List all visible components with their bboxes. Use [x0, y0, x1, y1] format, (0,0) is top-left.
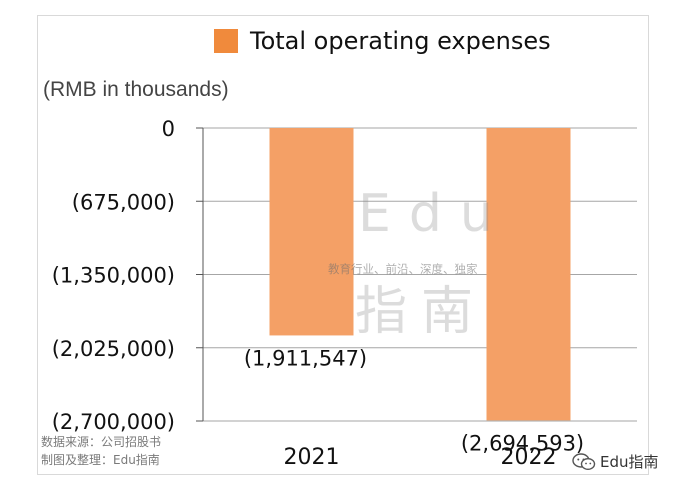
watermark-text: Edu [358, 184, 511, 244]
source-line-2: 制图及整理：Edu指南 [41, 453, 160, 467]
y-tick-label: (675,000) [72, 190, 175, 214]
brand-badge: Edu指南 [572, 451, 659, 472]
legend: Total operating expenses [214, 27, 551, 55]
x-tick-label: 2021 [284, 445, 340, 470]
y-tick-label: (2,700,000) [52, 410, 175, 434]
source-line-1: 数据来源：公司招股书 [41, 435, 162, 449]
x-tick-label: 2022 [501, 445, 557, 470]
source-note: 数据来源：公司招股书 制图及整理：Edu指南 [41, 433, 161, 469]
watermark-chars: 指南 [355, 282, 488, 342]
y-tick-label: (1,350,000) [52, 264, 175, 288]
y-axis-unit-label: (RMB in thousands) [43, 78, 229, 101]
watermark-subtitle: 教育行业、前沿、深度、独家 [328, 262, 478, 276]
bar [269, 128, 354, 336]
wechat-icon [572, 452, 596, 470]
y-tick-label: (2,025,000) [52, 337, 175, 361]
bar [486, 128, 571, 421]
data-label: (2,694,593) [461, 431, 584, 455]
legend-swatch [214, 29, 238, 53]
legend-label: Total operating expenses [250, 27, 551, 55]
data-label: (1,911,547) [244, 346, 367, 370]
brand-label: Edu指南 [600, 453, 659, 471]
y-tick-label: 0 [162, 117, 175, 141]
